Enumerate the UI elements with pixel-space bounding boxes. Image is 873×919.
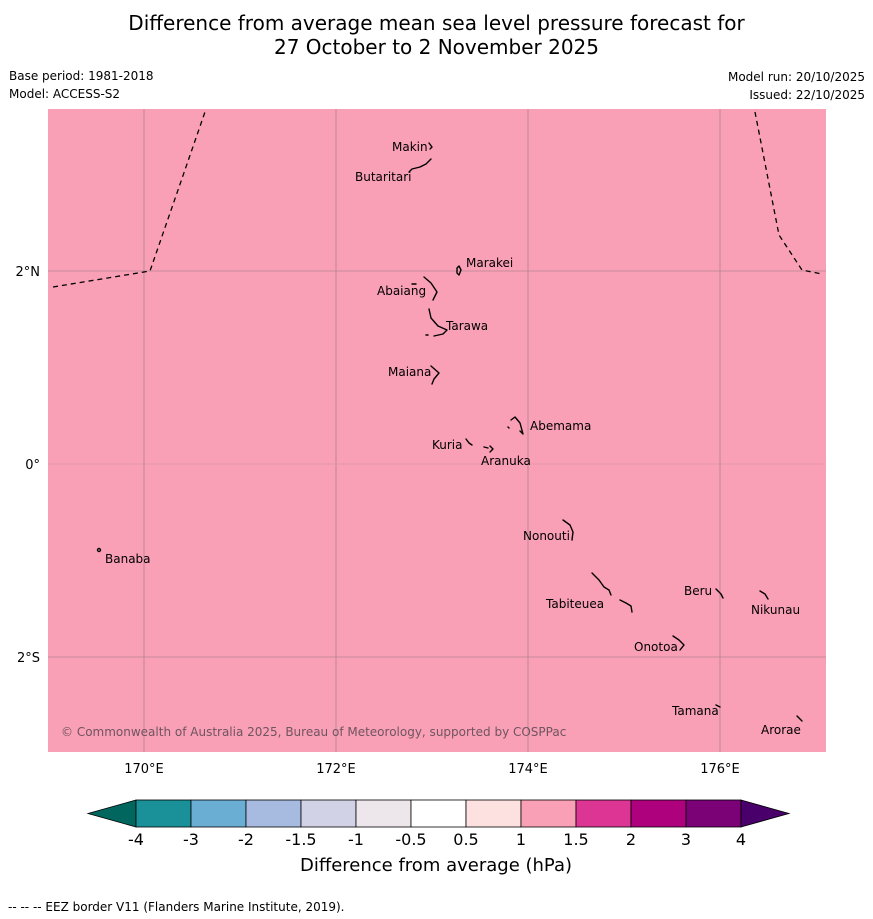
label-tarawa: Tarawa [445,319,488,333]
colorbar: -4 -3 -2 -1.5 -1 -0.5 0.5 1 1.5 2 3 4 [86,799,791,849]
label-arorae: Arorae [761,723,801,737]
eez-border-east [754,111,823,275]
label-nikunau: Nikunau [751,603,800,617]
colorbar-extend-high [740,799,791,828]
eez-footnote: -- -- -- EEZ border V11 (Flanders Marine… [8,900,345,914]
xtick-170e: 170°E [124,762,164,777]
nikunau-outline [759,590,769,600]
ytick-2s: 2°S [17,651,40,666]
colorbar-bin [300,799,357,828]
label-marakei: Marakei [466,256,513,270]
title-line-1: Difference from average mean sea level p… [128,11,745,35]
onotoa-outline [672,635,685,651]
maiana-outline [430,365,440,385]
colorbar-bin [410,799,467,828]
label-butaritari: Butaritari [355,170,412,184]
nonouti-outline [562,519,574,541]
tabiteuea-north-outline [591,572,612,596]
colorbar-extend-low [86,799,137,828]
label-nonouti: Nonouti [523,529,570,543]
label-kuria: Kuria [432,438,463,452]
label-onotoa: Onotoa [634,640,678,654]
issued-date: Issued: 22/10/2025 [749,88,865,102]
colorbar-tick-label: 4 [736,830,746,849]
island-outlines [96,142,803,722]
colorbar-bin [135,799,192,828]
model-name: Model: ACCESS-S2 [9,87,121,101]
colorbar-tick-label: -4 [128,830,144,849]
aranuka-outline [483,445,494,453]
marakei-outline [456,265,462,276]
eez-borders [52,108,823,288]
map-figure: Makin Butaritari Marakei Abaiang Tarawa … [16,108,826,876]
label-abaiang: Abaiang [377,284,426,298]
colorbar-tick-label: -1 [348,830,364,849]
ytick-0: 0° [25,458,40,473]
tarawa-outline [428,308,448,337]
ytick-2n: 2°N [16,265,41,280]
label-maiana: Maiana [388,365,431,379]
colorbar-bin [465,799,522,828]
xtick-172e: 172°E [316,762,356,777]
colorbar-bin [245,799,302,828]
banaba-outline [96,547,102,553]
beru-outline [715,588,724,599]
xtick-174e: 174°E [508,762,548,777]
label-aranuka: Aranuka [481,454,531,468]
colorbar-tick-label: -3 [183,830,199,849]
abemama-islet [507,426,510,429]
abemama-outline [510,416,524,435]
colorbar-tick-label: 0.5 [453,830,478,849]
model-run: Model run: 20/10/2025 [727,70,865,84]
colorbar-bin [520,799,577,828]
colorbar-bin [575,799,632,828]
label-beru: Beru [684,584,712,598]
kuria-outline [465,438,473,446]
arorae-outline [796,715,803,722]
colorbar-bin [190,799,247,828]
gridlines [48,109,826,752]
axis-labels: 170°E 172°E 174°E 176°E 2°N 0° 2°S [16,265,740,777]
colorbar-tick-label: -2 [238,830,254,849]
tabiteuea-south-outline [619,599,633,613]
island-labels: Makin Butaritari Marakei Abaiang Tarawa … [105,140,801,737]
colorbar-tick-label: 1 [516,830,526,849]
xtick-176e: 176°E [700,762,740,777]
label-tamana: Tamana [671,704,719,718]
makin-outline [428,142,433,150]
label-abemama: Abemama [530,419,591,433]
chart-title: Difference from average mean sea level p… [0,11,873,59]
colorbar-tick-label: 1.5 [563,830,588,849]
label-banaba: Banaba [105,552,151,566]
copyright-text: © Commonwealth of Australia 2025, Bureau… [61,725,566,739]
colorbar-tick-label: 3 [681,830,691,849]
title-line-2: 27 October to 2 November 2025 [273,35,600,59]
colorbar-tick-label: -1.5 [285,830,316,849]
colorbar-bin [630,799,687,828]
label-tabiteuea: Tabiteuea [545,597,604,611]
colorbar-bin [355,799,412,828]
label-makin: Makin [392,140,428,154]
map-area [48,109,826,752]
colorbar-tick-label: 2 [626,830,636,849]
colorbar-bin [685,799,742,828]
colorbar-tick-label: -0.5 [395,830,426,849]
base-period: Base period: 1981-2018 [9,69,154,83]
colorbar-label: Difference from average (hPa) [300,855,572,876]
abaiang-outline [423,276,438,301]
tamana-outline [715,704,721,708]
butaritari-outline [408,158,432,173]
